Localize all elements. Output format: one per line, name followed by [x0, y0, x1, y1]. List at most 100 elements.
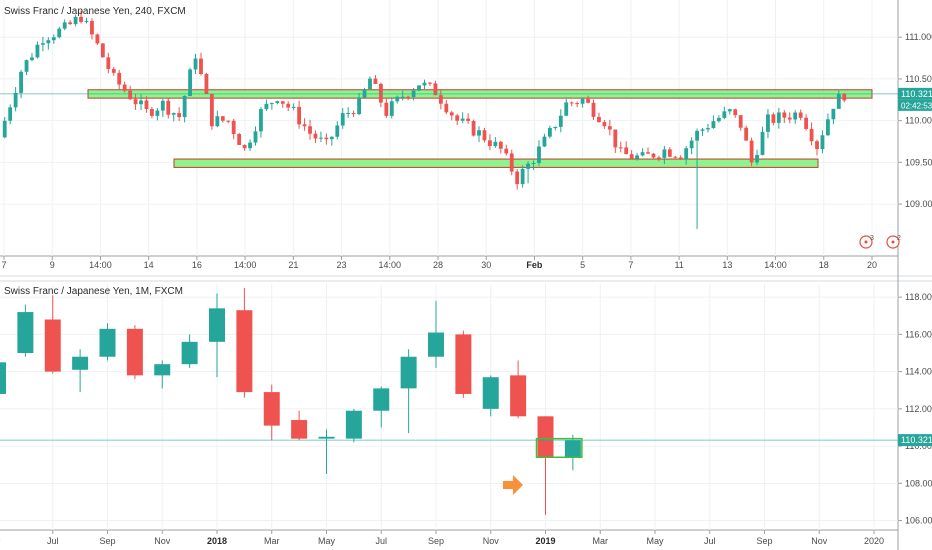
candle-body — [438, 95, 443, 104]
pane-4h: 111.000 110.500 110.000 109.500 109.000 7 9 14:… — [0, 0, 932, 270]
candle-body — [297, 106, 302, 125]
candle-body — [406, 96, 411, 98]
chart-title: Swiss Franc / Japanese Yen, 1M, FXCM — [4, 286, 183, 297]
candle-body — [733, 109, 738, 116]
y-tick-label: 110.500 — [905, 74, 932, 84]
candle-body — [836, 94, 841, 109]
candle-body — [542, 136, 547, 147]
candle-body — [815, 141, 819, 150]
candle-body — [389, 101, 394, 116]
candle-body — [362, 89, 367, 98]
x-tick-label: 21 — [288, 260, 298, 270]
x-tick-label: May — [646, 536, 664, 546]
candle-body — [373, 78, 378, 84]
x-tick-label: 20 — [867, 260, 877, 270]
candle-body — [793, 112, 798, 120]
candle-body — [667, 149, 672, 157]
x-tick-label: Mar — [593, 536, 609, 546]
chart-title: Swiss Franc / Japanese Yen, 240, FXCM — [4, 6, 186, 17]
candle-body — [139, 100, 143, 105]
candle-body — [253, 131, 258, 143]
candle-body — [220, 116, 225, 121]
candle-body — [695, 130, 699, 141]
candle-body — [209, 93, 214, 127]
candle-body — [204, 74, 209, 94]
candle-body — [591, 102, 596, 117]
candle-body — [100, 43, 105, 58]
candle-body — [319, 137, 323, 139]
candle-body — [640, 152, 645, 156]
candle-body — [160, 100, 165, 111]
candle-body — [722, 111, 727, 118]
x-tick-label: Feb — [526, 260, 543, 270]
candle-body — [602, 122, 607, 127]
candle-body — [673, 156, 678, 158]
x-tick-label: 2019 — [535, 536, 555, 546]
candle-body — [433, 83, 438, 96]
x-tick-label: Jul — [47, 536, 59, 546]
candle-body — [771, 114, 776, 123]
candle-body — [537, 146, 541, 163]
candle-body — [558, 115, 563, 127]
candle-body — [776, 112, 781, 123]
candle-body — [520, 168, 525, 185]
candle-body — [678, 157, 683, 160]
candle-body — [171, 113, 176, 115]
candle-body — [575, 103, 580, 105]
candle-body — [329, 136, 334, 140]
candle-body — [553, 126, 558, 128]
candle-body — [607, 126, 612, 130]
candle-body — [564, 440, 581, 458]
candle-body — [455, 115, 460, 121]
x-tick-label: 28 — [433, 260, 443, 270]
price-badge — [898, 434, 932, 447]
price-badge-text: 110.321 — [901, 89, 932, 99]
candle-body — [35, 44, 40, 58]
countdown-badge — [898, 99, 932, 111]
x-tick-label: 14:00 — [379, 260, 402, 270]
candle-body — [193, 58, 198, 70]
x-tick-label: Mar — [264, 536, 280, 546]
candle-body — [755, 154, 759, 163]
candle-body — [378, 83, 383, 103]
candle-body — [226, 120, 231, 122]
x-tick-label: Jul — [704, 536, 716, 546]
candle-body — [466, 118, 471, 121]
x-tick-label: 7 — [628, 260, 633, 270]
candle-body — [820, 135, 825, 150]
y-tick-label: 112.000 — [905, 404, 932, 414]
candle-body — [831, 108, 836, 120]
candle-body — [531, 162, 536, 164]
candle-body — [68, 22, 73, 25]
candle-body — [744, 127, 749, 141]
zone-rectangle — [173, 158, 819, 168]
x-tick-label: 2020 — [864, 536, 884, 546]
candle-body — [809, 128, 814, 142]
candle-body — [482, 377, 499, 409]
candle-body — [498, 141, 503, 149]
candle-body — [684, 148, 689, 160]
candle-body — [455, 334, 472, 394]
candle-body — [318, 436, 335, 439]
candle-body — [346, 113, 351, 115]
candle-body — [460, 118, 465, 121]
candle-body — [150, 109, 154, 116]
candle-body — [231, 120, 236, 134]
candle-body — [537, 416, 554, 458]
candle-body — [209, 308, 225, 342]
y-tick-label: 118.000 — [905, 292, 932, 302]
x-tick-label: May — [318, 536, 336, 546]
candle-body — [181, 341, 198, 365]
y-tick-label: 109.500 — [905, 157, 932, 167]
y-tick-label: 114.000 — [905, 367, 932, 377]
candle-body — [291, 106, 296, 108]
x-tick-label: 9 — [50, 260, 55, 270]
candle-body — [340, 113, 345, 126]
candle-body — [8, 107, 13, 121]
y-tick-label: 111.000 — [905, 32, 932, 42]
candle-body — [117, 72, 122, 85]
candle-body — [662, 149, 667, 158]
candle-body — [302, 124, 307, 127]
candle-body — [444, 103, 449, 113]
candle-body — [689, 140, 694, 149]
